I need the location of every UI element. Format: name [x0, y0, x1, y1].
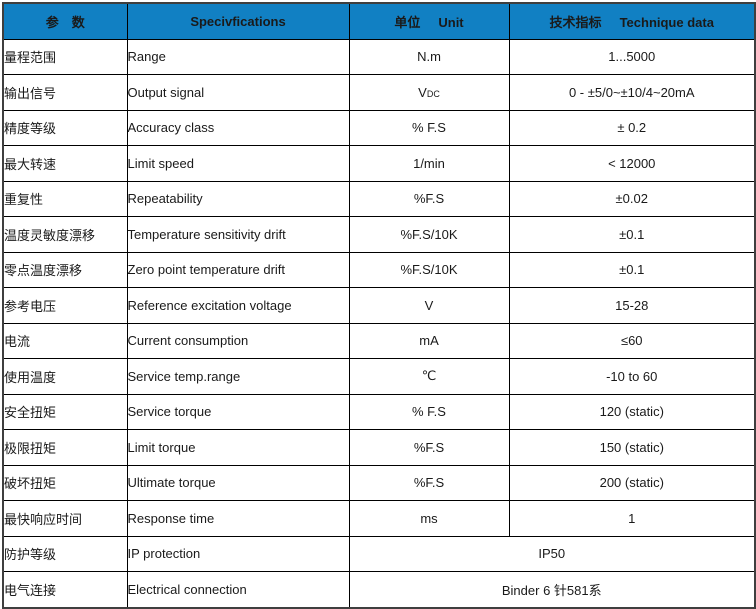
table-row-current-consumption: 电流 Current consumption mA ≤60 — [2, 322, 756, 359]
spec-cell: Limit torque — [126, 429, 350, 466]
table-row-repeatability: 重复性 Repeatability %F.S ±0.02 — [2, 180, 756, 217]
spec-cell: Repeatability — [126, 180, 350, 217]
column-header-specifications: Specivfications — [126, 2, 350, 40]
param-cell: 安全扭矩 — [2, 393, 128, 430]
spec-cell: Output signal — [126, 74, 350, 111]
table-row-zero-point-temperature-drift: 零点温度漂移 Zero point temperature drift %F.S… — [2, 251, 756, 288]
value-cell: ±0.02 — [508, 180, 756, 217]
column-header-technique-data-en: Technique data — [619, 14, 714, 30]
column-header-unit: 单位 Unit — [348, 2, 510, 40]
spec-cell: Zero point temperature drift — [126, 251, 350, 288]
table-row-accuracy-class: 精度等级 Accuracy class % F.S ± 0.2 — [2, 109, 756, 146]
value-cell-merged: IP50 — [348, 535, 756, 572]
unit-cell: %F.S — [348, 464, 510, 501]
spec-cell: Service temp.range — [126, 358, 350, 395]
spec-cell: Limit speed — [126, 145, 350, 182]
column-header-technique-data-zh: 技术指标 — [549, 14, 602, 30]
table-row-output-signal: 输出信号 Output signal VDC 0 - ±5/0~±10/4~20… — [2, 74, 756, 111]
table-row-limit-torque: 极限扭矩 Limit torque %F.S 150 (static) — [2, 429, 756, 466]
spec-cell: Ultimate torque — [126, 464, 350, 501]
column-header-unit-en: Unit — [438, 14, 464, 30]
unit-cell: %F.S/10K — [348, 216, 510, 253]
table-row-electrical-connection: 电气连接 Electrical connection Binder 6 针581… — [2, 571, 756, 608]
unit-text: V — [418, 84, 427, 100]
param-cell: 温度灵敏度漂移 — [2, 216, 128, 253]
param-cell: 电气连接 — [2, 571, 128, 608]
table-row-range: 量程范围 Range N.m 1...5000 — [2, 38, 756, 75]
spec-cell: Range — [126, 38, 350, 75]
value-cell: ≤60 — [508, 322, 756, 359]
value-cell: ±0.1 — [508, 251, 756, 288]
column-header-parameter: 参 数 — [2, 2, 128, 40]
unit-cell: %F.S — [348, 429, 510, 466]
unit-cell: %F.S/10K — [348, 251, 510, 288]
value-cell-merged: Binder 6 针581系 — [348, 571, 756, 608]
unit-cell: N.m — [348, 38, 510, 75]
param-cell: 精度等级 — [2, 109, 128, 146]
spec-cell: Reference excitation voltage — [126, 287, 350, 324]
value-cell: ±0.1 — [508, 216, 756, 253]
unit-cell: ms — [348, 500, 510, 537]
value-cell: 200 (static) — [508, 464, 756, 501]
unit-cell: %F.S — [348, 180, 510, 217]
value-cell: 150 (static) — [508, 429, 756, 466]
table-row-response-time: 最快响应时间 Response time ms 1 — [2, 500, 756, 537]
header-row: 参 数 Specivfications 单位 Unit 技术指标 Technique… — [2, 2, 756, 40]
param-cell: 最大转速 — [2, 145, 128, 182]
column-header-parameter-zh: 参 数 — [45, 14, 85, 30]
table-row-service-temp-range: 使用温度 Service temp.range ℃ -10 to 60 — [2, 358, 756, 395]
table-row-ultimate-torque: 破坏扭矩 Ultimate torque %F.S 200 (static) — [2, 464, 756, 501]
spec-cell: Current consumption — [126, 322, 350, 359]
param-cell: 使用温度 — [2, 358, 128, 395]
table-row-temperature-sensitivity-drift: 温度灵敏度漂移 Temperature sensitivity drift %F… — [2, 216, 756, 253]
unit-cell: % F.S — [348, 393, 510, 430]
value-cell: 120 (static) — [508, 393, 756, 430]
table-row-service-torque: 安全扭矩 Service torque % F.S 120 (static) — [2, 393, 756, 430]
param-cell: 极限扭矩 — [2, 429, 128, 466]
unit-cell: ℃ — [348, 358, 510, 395]
unit-subscript: DC — [426, 88, 440, 99]
column-header-specifications-en: Specivfications — [190, 13, 286, 29]
spec-cell: Response time — [126, 500, 350, 537]
param-cell: 输出信号 — [2, 74, 128, 111]
column-header-technique-data: 技术指标 Technique data — [508, 2, 756, 40]
param-cell: 最快响应时间 — [2, 500, 128, 537]
spec-cell: Service torque — [126, 393, 350, 430]
value-cell: ± 0.2 — [508, 109, 756, 146]
unit-cell: 1/min — [348, 145, 510, 182]
value-cell: 15-28 — [508, 287, 756, 324]
param-cell: 电流 — [2, 322, 128, 359]
spec-cell: Electrical connection — [126, 571, 350, 608]
param-cell: 量程范围 — [2, 38, 128, 75]
value-cell: 0 - ±5/0~±10/4~20mA — [508, 74, 756, 111]
table-row-reference-excitation-voltage: 参考电压 Reference excitation voltage V 15-2… — [2, 287, 756, 324]
spec-cell: IP protection — [126, 535, 350, 572]
unit-cell: % F.S — [348, 109, 510, 146]
table-row-ip-protection: 防护等级 IP protection IP50 — [2, 535, 756, 572]
value-cell: 1 — [508, 500, 756, 537]
param-cell: 重复性 — [2, 180, 128, 217]
value-cell: < 12000 — [508, 145, 756, 182]
param-cell: 零点温度漂移 — [2, 251, 128, 288]
param-cell: 参考电压 — [2, 287, 128, 324]
param-cell: 防护等级 — [2, 535, 128, 572]
unit-cell: mA — [348, 322, 510, 359]
param-cell: 破坏扭矩 — [2, 464, 128, 501]
spec-cell: Accuracy class — [126, 109, 350, 146]
unit-cell: VDC — [348, 74, 510, 111]
spec-cell: Temperature sensitivity drift — [126, 216, 350, 253]
unit-cell: V — [348, 287, 510, 324]
value-cell: -10 to 60 — [508, 358, 756, 395]
value-cell: 1...5000 — [508, 38, 756, 75]
column-header-unit-zh: 单位 — [394, 14, 421, 30]
table-row-limit-speed: 最大转速 Limit speed 1/min < 12000 — [2, 145, 756, 182]
